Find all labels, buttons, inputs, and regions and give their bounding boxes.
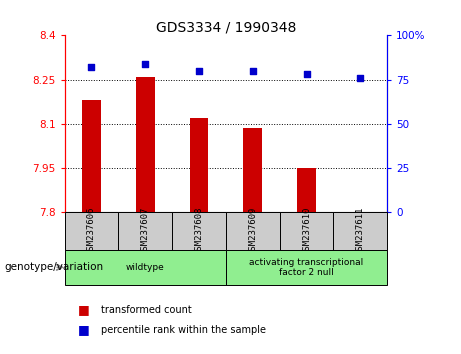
Bar (65, 212, 118, 250)
Bar (243, 128, 262, 212)
Point (249, 68, 256, 74)
Text: transformed count: transformed count (101, 305, 192, 315)
Text: GSM237606: GSM237606 (87, 207, 96, 255)
Bar (333, 212, 387, 250)
Point (357, 75, 364, 81)
Bar (136, 77, 154, 212)
Text: GSM237611: GSM237611 (356, 207, 365, 255)
Bar (118, 212, 172, 250)
Text: GSM237607: GSM237607 (141, 207, 150, 255)
Title: GDS3334 / 1990348: GDS3334 / 1990348 (156, 20, 296, 34)
Text: percentile rank within the sample: percentile rank within the sample (101, 325, 266, 335)
Bar (226, 250, 387, 285)
Bar (172, 212, 226, 250)
Bar (65, 250, 226, 285)
Bar (189, 118, 208, 212)
Text: GSM237610: GSM237610 (302, 207, 311, 255)
Text: genotype/variation: genotype/variation (5, 262, 104, 272)
Text: ■: ■ (78, 324, 90, 336)
Bar (82, 100, 101, 212)
Bar (226, 212, 280, 250)
Bar (297, 168, 316, 212)
Point (142, 61, 149, 67)
Text: activating transcriptional
factor 2 null: activating transcriptional factor 2 null (249, 258, 364, 277)
Text: GSM237608: GSM237608 (195, 207, 203, 255)
Point (303, 72, 310, 77)
Text: ■: ■ (78, 303, 90, 316)
Point (195, 68, 203, 74)
Bar (280, 212, 333, 250)
Text: GSM237609: GSM237609 (248, 207, 257, 255)
Text: wildtype: wildtype (126, 263, 165, 272)
Point (88, 64, 95, 70)
